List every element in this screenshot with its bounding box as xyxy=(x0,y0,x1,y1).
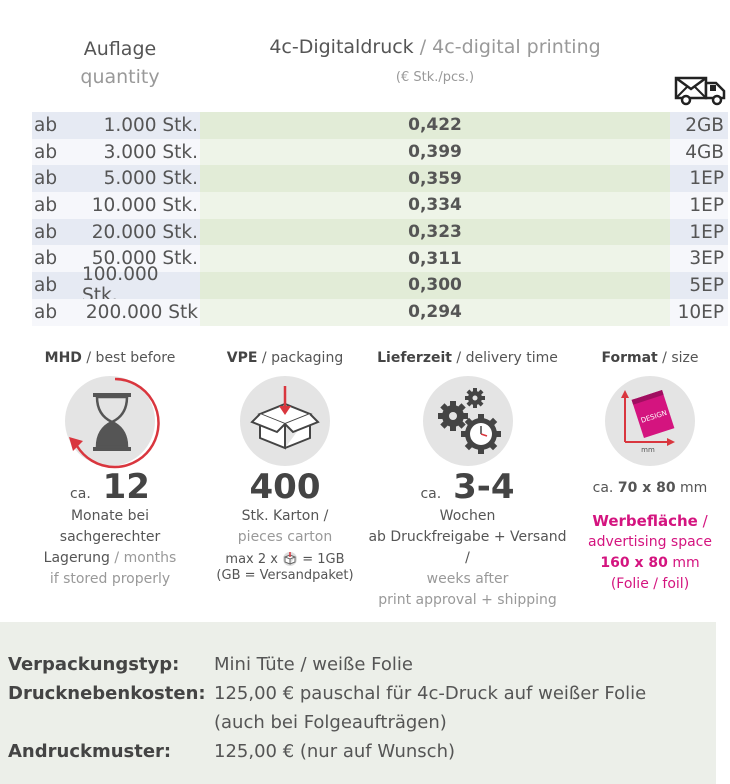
table-row: ab 100.000 Stk. 0,300 5EP xyxy=(32,264,728,306)
best-before-value: 12 xyxy=(102,467,150,507)
table-row: ab 20.000 Stk. 0,323 1EP xyxy=(32,218,728,246)
shipping-cell: 3EP xyxy=(670,245,728,273)
quantity-cell: 100.000 Stk. xyxy=(82,264,200,306)
shipping-cell: 4GB xyxy=(670,138,728,166)
price-cell: 0,359 xyxy=(200,165,670,193)
quantity-label-de: Auflage xyxy=(83,38,157,60)
price-cell: 0,300 xyxy=(200,272,670,299)
packaging-value: 400 xyxy=(249,467,321,507)
delivery-info: Lieferzeit / delivery time xyxy=(368,350,567,608)
table-row: ab 200.000 Stk 0,294 10EP xyxy=(32,298,728,326)
price-cell: 0,422 xyxy=(200,112,670,139)
bag-format-icon: DESIGN mm xyxy=(605,376,695,466)
quantity-cell: 20.000 Stk. xyxy=(82,218,200,246)
price-table: ab 1.000 Stk. 0,422 2GB ab 3.000 Stk. 0,… xyxy=(32,112,728,326)
table-row: ab 50.000 Stk. 0,311 3EP xyxy=(32,245,728,273)
print-label-de: 4c-Digitaldruck xyxy=(269,36,414,58)
truck-envelope-icon xyxy=(674,76,726,106)
quantity-cell: 10.000 Stk. xyxy=(82,192,200,219)
print-label-en: / 4c-digital printing xyxy=(419,36,601,58)
format-info: Format / size DESIGN mm ca. 70 x 80 mm W… xyxy=(588,350,712,592)
quantity-cell: 200.000 Stk xyxy=(82,298,200,326)
quantity-header: Auflage quantity xyxy=(60,38,180,88)
table-row: ab 10.000 Stk. 0,334 1EP xyxy=(32,192,728,219)
quantity-cell: 1.000 Stk. xyxy=(82,112,200,139)
table-row: ab 3.000 Stk. 0,399 4GB xyxy=(32,138,728,166)
detail-row: Andruckmuster: 125,00 € (nur auf Wunsch) xyxy=(8,741,456,762)
shipping-cell: 5EP xyxy=(670,272,728,299)
delivery-value: 3-4 xyxy=(453,467,515,507)
price-header: 4c-Digitaldruck / 4c-digital printing (€… xyxy=(200,36,670,85)
price-cell: 0,334 xyxy=(200,192,670,219)
price-cell: 0,323 xyxy=(200,218,670,246)
best-before-info: MHD / best before ca. 12 Monate bei sach… xyxy=(43,350,177,587)
svg-text:mm: mm xyxy=(641,446,655,454)
footer-details: Verpackungstyp: Mini Tüte / weiße Folie … xyxy=(0,622,716,784)
shipping-cell: 1EP xyxy=(670,192,728,219)
price-unit: (€ Stk./pcs.) xyxy=(395,70,475,85)
quantity-label-en: quantity xyxy=(80,66,160,88)
table-row: ab 5.000 Stk. 0,359 1EP xyxy=(32,165,728,193)
price-cell: 0,311 xyxy=(200,245,670,273)
shipping-cell: 10EP xyxy=(670,298,728,326)
shipping-cell: 2GB xyxy=(670,112,728,139)
gears-clock-icon xyxy=(422,376,513,466)
table-row: ab 1.000 Stk. 0,422 2GB xyxy=(32,112,728,139)
format-value: 70 x 80 xyxy=(617,480,676,496)
detail-row: Verpackungstyp: Mini Tüte / weiße Folie xyxy=(8,654,413,675)
box-icon xyxy=(240,376,330,466)
detail-row: Drucknebenkosten: 125,00 € pauschal für … xyxy=(8,683,647,704)
small-box-icon xyxy=(283,552,298,567)
price-cell: 0,399 xyxy=(200,138,670,166)
quantity-cell: 50.000 Stk. xyxy=(82,245,200,273)
quantity-cell: 3.000 Stk. xyxy=(82,138,200,166)
packaging-info: VPE / packaging 400 Stk. Karton / pieces… xyxy=(205,350,365,584)
price-cell: 0,294 xyxy=(200,298,670,326)
shipping-cell: 1EP xyxy=(670,165,728,193)
shipping-cell: 1EP xyxy=(670,218,728,246)
quantity-cell: 5.000 Stk. xyxy=(82,165,200,193)
hourglass-icon xyxy=(65,376,160,469)
detail-row: (auch bei Folgeaufträgen) xyxy=(214,712,447,733)
